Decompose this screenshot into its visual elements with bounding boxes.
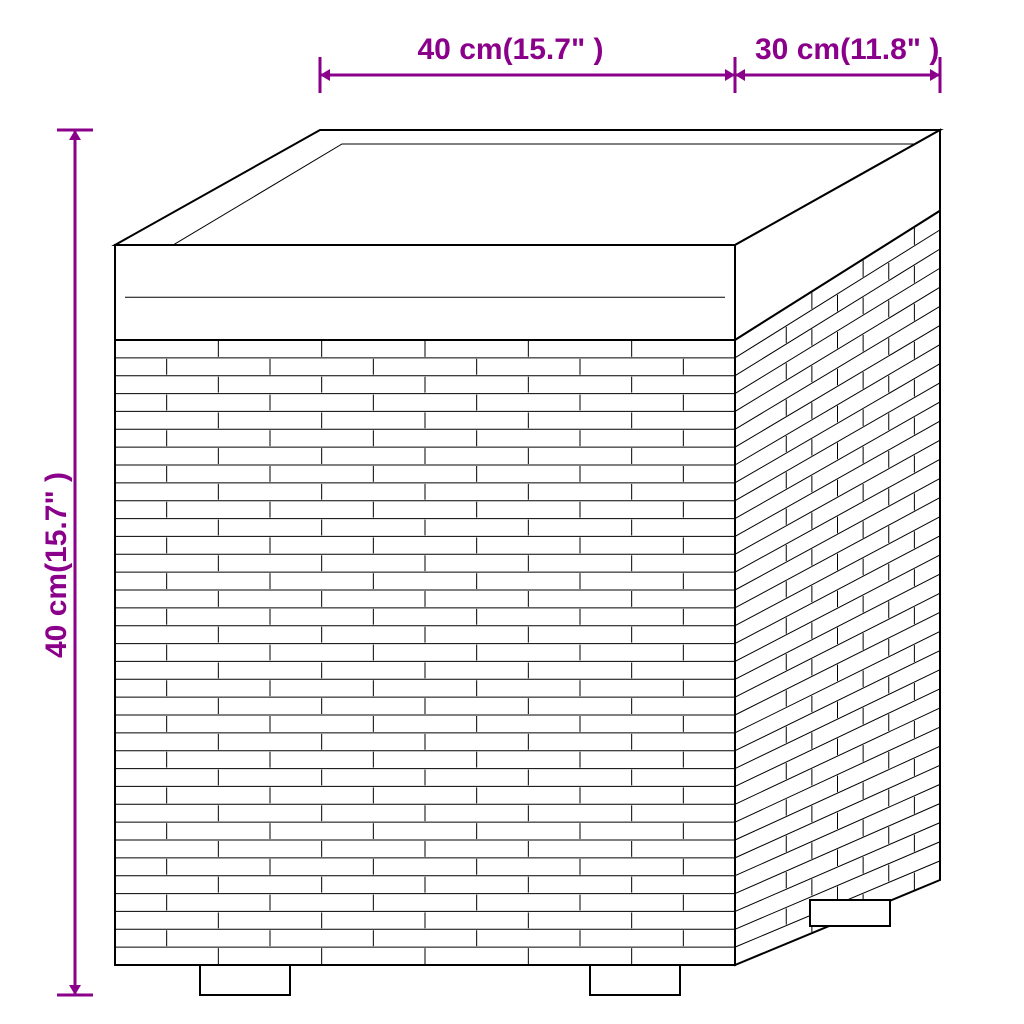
dimension-height-label: 40 cm(15.7" ): [40, 472, 74, 658]
foot: [590, 965, 680, 995]
foot: [200, 965, 290, 995]
ottoman-diagram: [0, 0, 1024, 1024]
foot: [810, 900, 890, 926]
diagram-stage: 40 cm(15.7" ) 30 cm(11.8" ) 40 cm(15.7" …: [0, 0, 1024, 1024]
dimension-depth-label: 30 cm(11.8" ): [755, 33, 939, 67]
dimension-width-label: 40 cm(15.7" ): [418, 33, 604, 67]
